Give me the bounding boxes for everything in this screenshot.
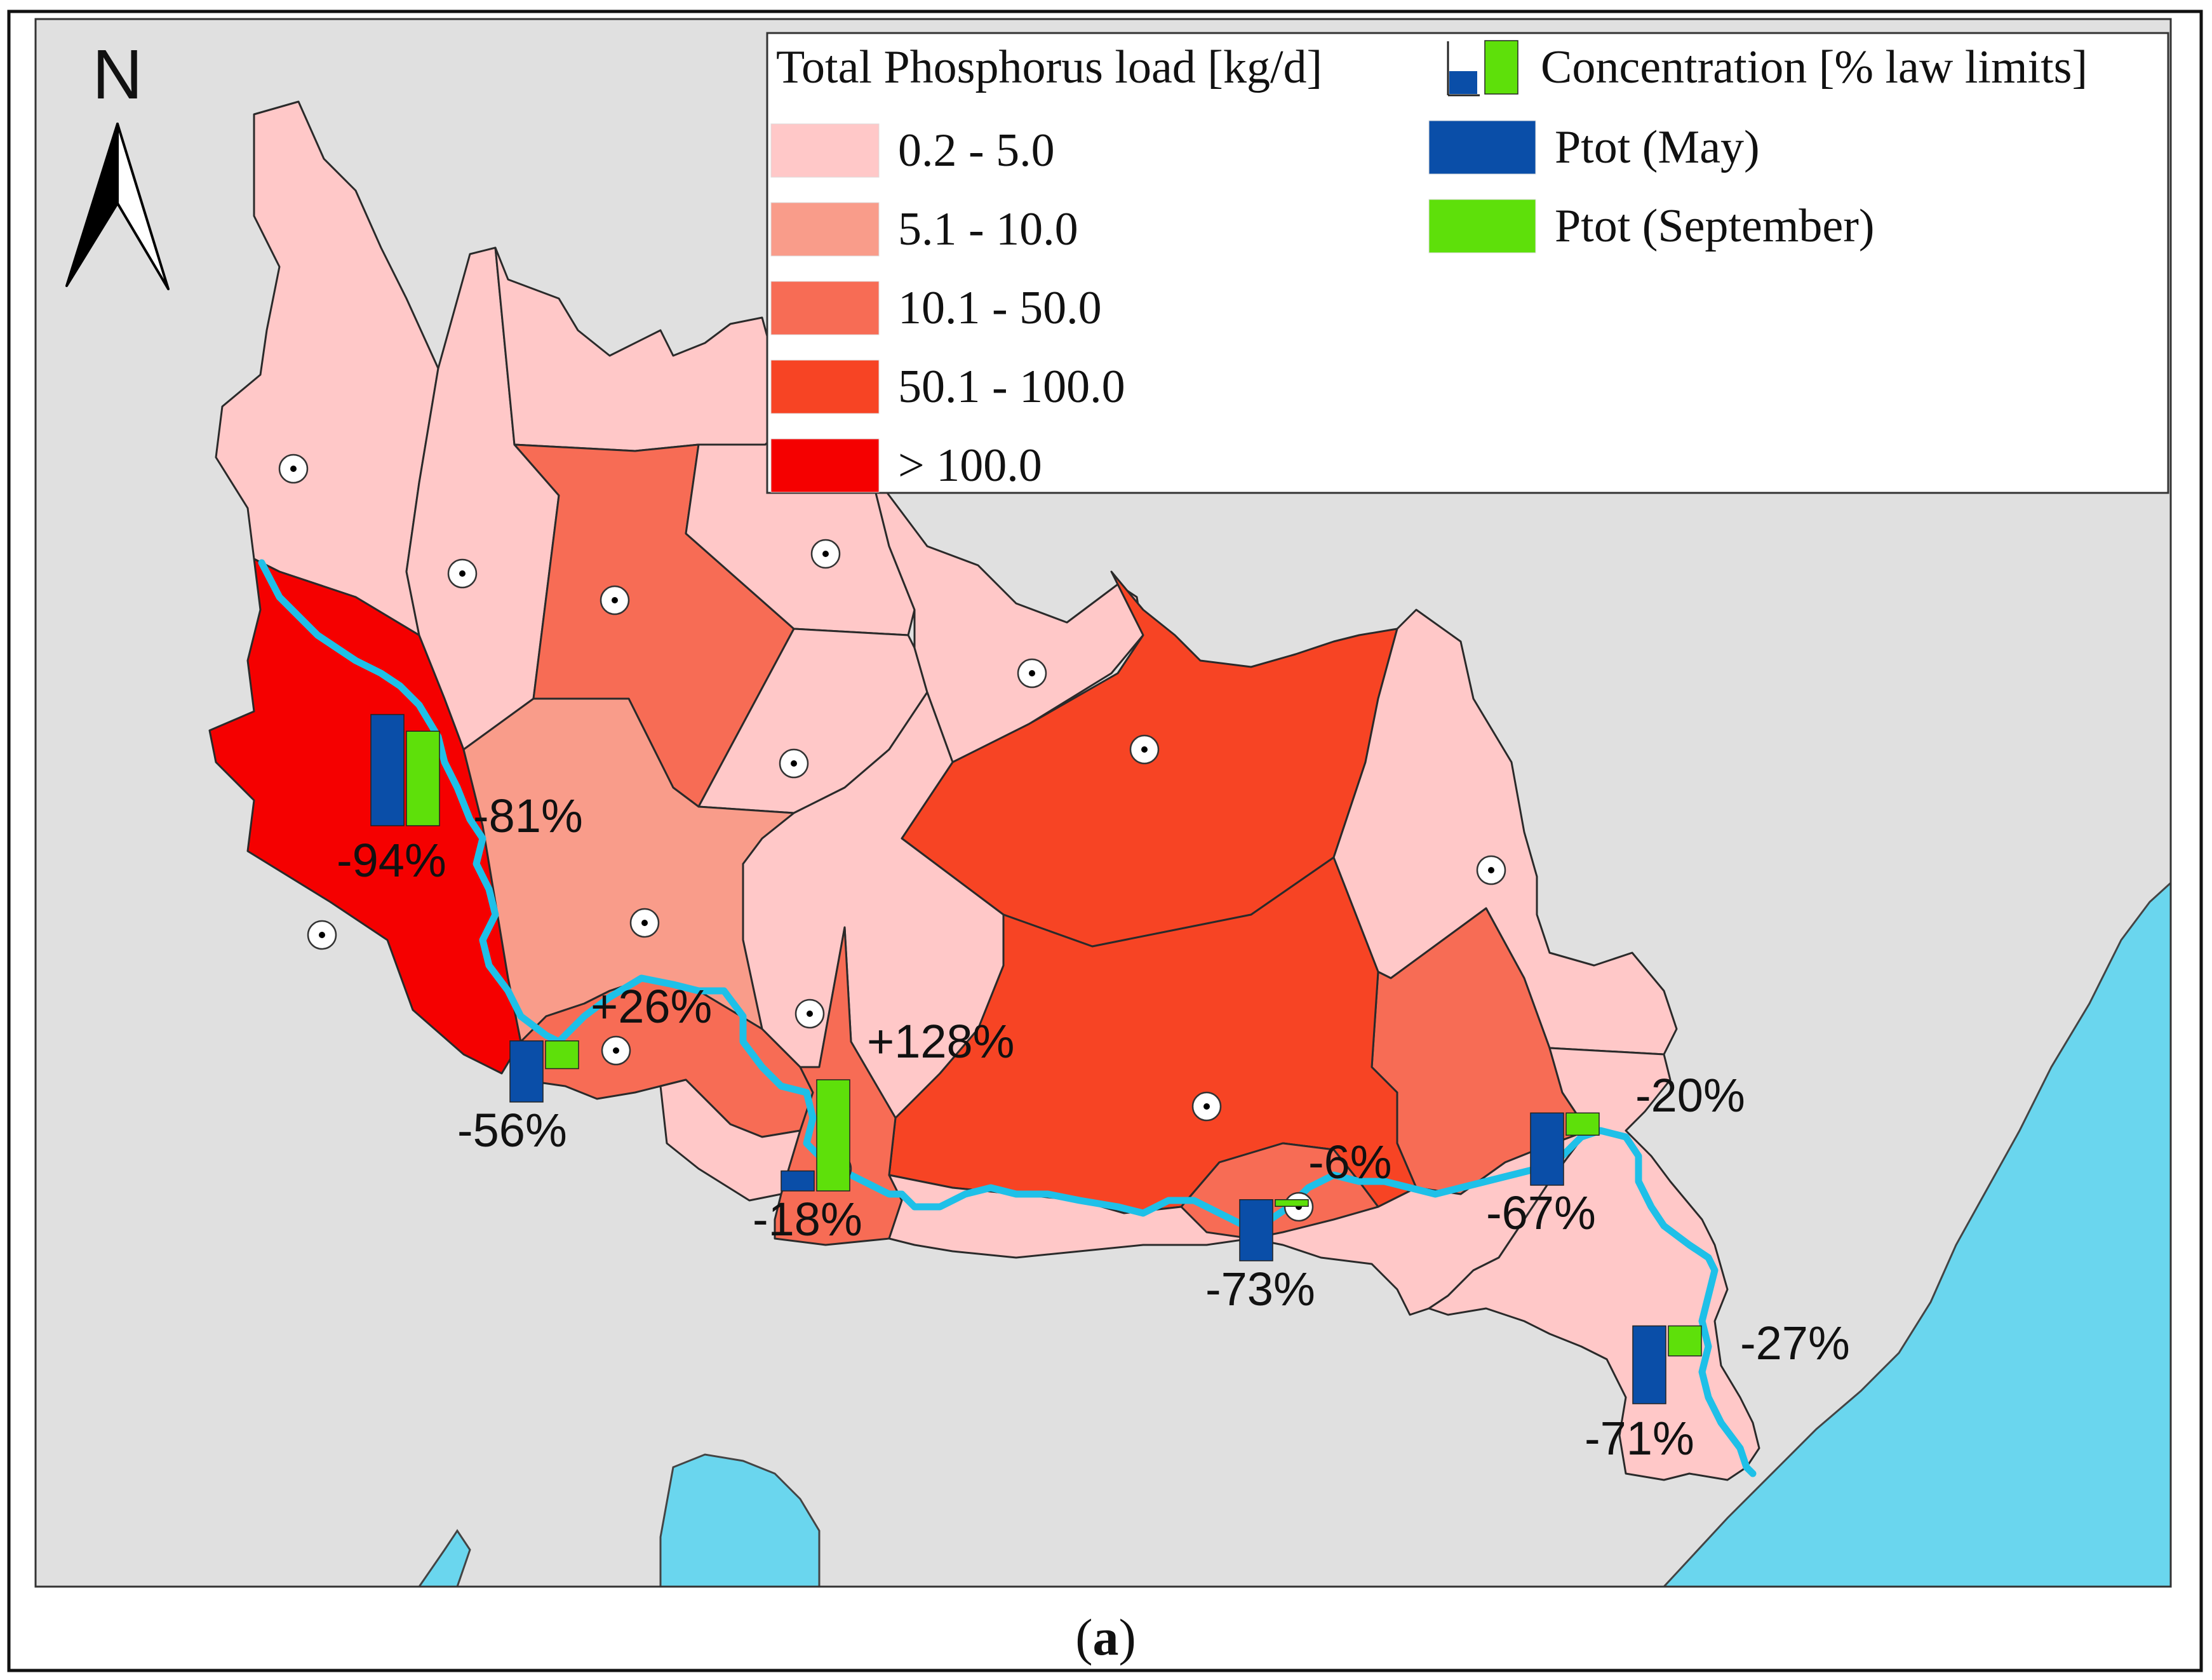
may-concentration-bar [370,714,405,826]
may-percent-label: -18% [753,1193,862,1246]
legend-box [766,32,2169,494]
outlet-marker [629,908,660,938]
legend-class-label: 0.2 - 5.0 [898,124,1055,177]
may-percent-label: -67% [1486,1186,1596,1239]
may-concentration-bar [781,1170,815,1192]
subbasin [1180,1142,1379,1240]
outlet-marker [601,1035,631,1066]
legend-class-label: 10.1 - 50.0 [898,282,1102,334]
september-percent-label: -27% [1740,1317,1850,1369]
legend-load-classes: 0.2 - 5.0 5.1 - 10.0 10.1 - 50.0 50.1 - 100… [770,123,1125,493]
lake [659,1453,821,1588]
september-concentration-bar [1668,1325,1702,1357]
sea [1661,880,2172,1588]
concentration-bars: -94% -81% -56% +26% -18% +128% -73% -6% -67% -20%… [337,714,1850,1465]
outlet-marker [307,920,337,950]
legend-series-swatch [1428,120,1536,175]
legend-series-label: Ptot (May) [1555,121,1760,173]
legend-concentration-title: Concentration [% law limits] [1541,41,2088,93]
september-percent-label: +128% [867,1015,1014,1068]
september-concentration-bar [1565,1112,1600,1136]
september-concentration-bar [816,1079,850,1192]
subbasin [1428,1047,1760,1481]
figure-label: (a) [1075,1608,1136,1666]
outlet-marker [779,748,809,779]
september-concentration-bar [545,1040,579,1070]
may-percent-label: -73% [1205,1263,1315,1315]
september-percent-label: +26% [591,980,712,1033]
september-percent-label: -81% [473,790,583,842]
may-concentration-bar [509,1040,544,1103]
legend-concentration-icon [1447,40,1518,97]
outlet-marker [278,454,309,484]
legend-class-label: 50.1 - 100.0 [898,361,1125,413]
north-arrow-icon [116,123,170,290]
may-percent-label: -71% [1585,1412,1694,1465]
outlet-marker [794,998,825,1029]
legend-class-label: 5.1 - 10.0 [898,203,1078,255]
may-concentration-bar [1239,1199,1273,1261]
may-concentration-bar [1530,1112,1564,1186]
river [258,559,1757,1477]
map-panel-border [34,18,2172,1588]
outlet-marker [1129,734,1160,765]
may-percent-label: -56% [457,1104,567,1157]
legend: Total Phosphorus load [kg/d] Concentrati… [766,32,2169,494]
outlet-marker [1017,658,1047,689]
outlet-marker [1476,855,1506,885]
north-arrow: N [65,36,170,290]
legend-series: Ptot (May) Ptot (September) [1428,120,1875,253]
legend-class-swatch [770,281,880,335]
legend-class-swatch [770,202,880,257]
may-percent-label: -94% [337,834,446,887]
september-percent-label: -20% [1635,1069,1745,1122]
legend-series-swatch [1428,199,1536,253]
september-percent-label: -6% [1308,1136,1392,1188]
north-arrow-label: N [92,36,142,114]
september-concentration-bar [1275,1199,1309,1207]
legend-class-swatch [770,438,880,493]
outlet-marker [810,539,841,569]
legend-load-title: Total Phosphorus load [kg/d] [776,41,1322,93]
legend-class-swatch [770,123,880,178]
legend-class-swatch [770,360,880,414]
legend-class-label: > 100.0 [898,440,1042,492]
outlet-marker [447,558,478,589]
outlet-marker [1191,1091,1222,1122]
may-concentration-bar [1632,1325,1666,1404]
legend-series-label: Ptot (September) [1555,200,1875,252]
september-concentration-bar [406,730,440,826]
outlet-marker [600,585,630,615]
